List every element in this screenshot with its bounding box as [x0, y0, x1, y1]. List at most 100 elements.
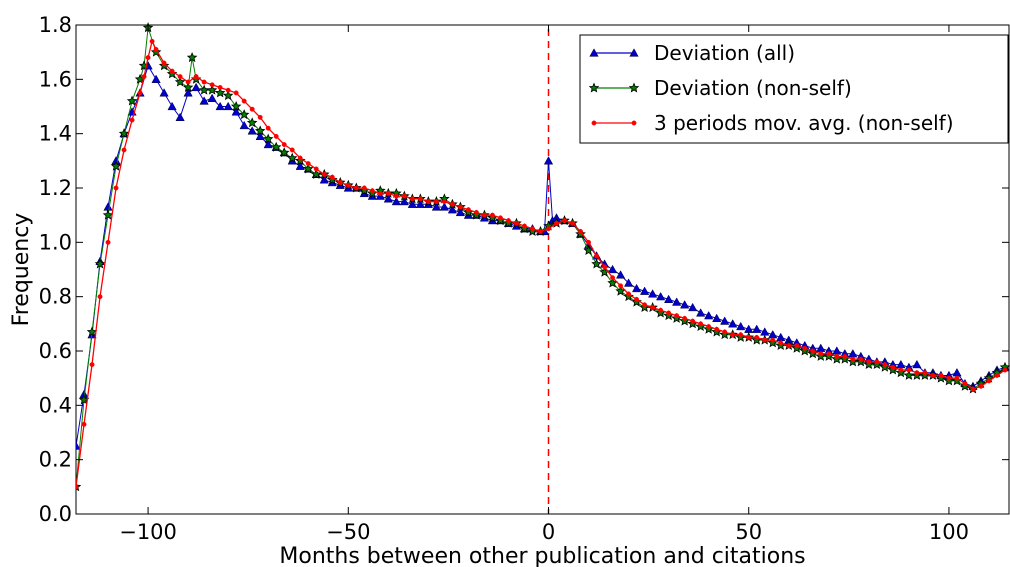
data-point [970, 386, 976, 392]
legend: Deviation (all) Deviation (non-self) 3 per… [579, 34, 1009, 144]
y-tick-label: 0.0 [39, 502, 72, 526]
data-point [149, 38, 155, 44]
data-point [319, 175, 329, 184]
legend-label: Deviation (all) [654, 41, 795, 65]
data-point [664, 294, 674, 303]
data-point [201, 79, 207, 85]
data-point [159, 88, 169, 97]
data-point [415, 199, 425, 208]
data-point [618, 283, 624, 289]
data-point [302, 163, 314, 174]
y-tick-label: 1.4 [39, 122, 72, 146]
data-point [890, 364, 896, 370]
data-point [401, 193, 407, 199]
data-point [591, 258, 602, 269]
data-point [105, 239, 111, 245]
data-point [297, 155, 303, 161]
legend-swatch-marker [628, 82, 640, 93]
data-point [506, 218, 511, 224]
data-point [754, 334, 760, 340]
data-point [776, 332, 786, 342]
data-point [858, 356, 864, 362]
data-point [746, 334, 752, 340]
data-point [313, 166, 319, 172]
x-tick-label: −100 [119, 520, 177, 544]
data-point [241, 98, 247, 104]
data-point [714, 326, 720, 332]
data-point [690, 318, 696, 324]
data-point [217, 85, 223, 90]
data-point [353, 185, 359, 191]
data-point [182, 81, 194, 92]
data-point [186, 52, 198, 63]
data-point [255, 131, 265, 140]
data-point [481, 212, 487, 218]
data-point [361, 185, 367, 191]
data-point [473, 210, 479, 215]
legend-swatch-marker [589, 48, 599, 57]
data-point [802, 345, 808, 351]
data-point [385, 190, 391, 196]
data-point [978, 383, 984, 389]
data-point [121, 147, 127, 153]
data-point [286, 152, 298, 163]
data-point [247, 126, 257, 135]
series-layer [76, 22, 1010, 492]
data-point [145, 55, 151, 61]
y-tick-label: 1.6 [39, 67, 72, 91]
data-point [546, 226, 551, 232]
data-point [262, 133, 274, 144]
x-tick-label: −50 [326, 520, 370, 544]
data-point [538, 229, 543, 234]
data-point [263, 139, 273, 149]
data-point [514, 220, 519, 226]
data-point [391, 196, 401, 206]
data-point [952, 368, 962, 377]
data-point [914, 370, 920, 376]
data-point [113, 185, 119, 191]
data-point [696, 308, 706, 317]
data-point [602, 264, 608, 270]
data-point [586, 239, 591, 245]
data-point [994, 373, 1000, 378]
data-point [642, 302, 648, 308]
data-point [738, 332, 744, 338]
data-point [962, 381, 968, 387]
data-point [554, 220, 559, 226]
data-point [169, 68, 175, 74]
series-3 [76, 38, 1008, 490]
data-point [578, 229, 583, 234]
data-point [698, 321, 704, 327]
data-point [177, 74, 183, 80]
data-point [110, 160, 122, 171]
data-point [706, 324, 712, 329]
legend-swatch-marker [588, 82, 600, 93]
data-point [712, 313, 722, 323]
data-point [818, 351, 824, 357]
data-point [672, 297, 682, 306]
legend-swatch-marker [631, 120, 637, 126]
legend-swatch-marker [591, 120, 597, 126]
data-point [407, 199, 417, 208]
data-point [273, 133, 279, 139]
data-point [89, 362, 95, 368]
data-point [760, 327, 770, 336]
data-point [455, 207, 466, 217]
y-axis-label: Frequency [9, 213, 34, 327]
legend-label: 3 periods mov. avg. (non-self) [654, 111, 954, 135]
data-point [214, 87, 226, 98]
y-tick-label: 0.6 [39, 339, 72, 363]
data-point [249, 106, 255, 112]
data-point [76, 484, 79, 490]
data-point [174, 76, 186, 87]
data-point [278, 147, 290, 158]
data-point [246, 117, 258, 128]
y-tick-label: 1.2 [39, 176, 72, 200]
data-point [86, 326, 98, 337]
data-point [185, 79, 191, 85]
legend-entry: 3 periods mov. avg. (non-self) [591, 111, 954, 135]
data-point [810, 348, 816, 354]
data-point [650, 305, 656, 310]
data-point [345, 182, 351, 188]
data-point [281, 142, 287, 147]
